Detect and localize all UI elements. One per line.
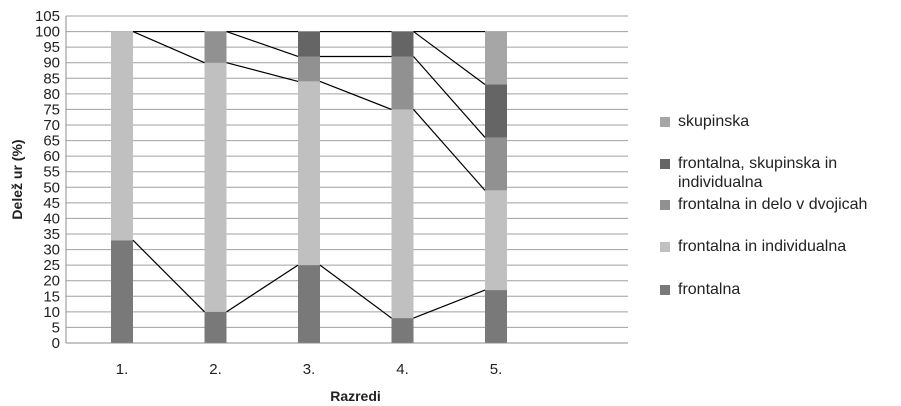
y-tick-label: 30: [43, 242, 60, 259]
gridlines: [66, 15, 628, 344]
legend-label: frontalna in delo v dvojicah: [678, 196, 868, 213]
y-tick-labels: 0510152025303540455055606570758085909510…: [35, 8, 60, 352]
bar-segment: [298, 56, 320, 82]
y-tick-label: 0: [52, 335, 60, 352]
x-tick-label: 1.: [116, 361, 129, 378]
series-line: [413, 109, 486, 191]
bar-segment: [111, 240, 133, 343]
y-tick-label: 105: [35, 8, 60, 25]
y-tick-label: 100: [35, 24, 60, 41]
bar-segment: [485, 31, 507, 85]
bars: [111, 31, 507, 343]
y-tick-label: 55: [43, 164, 60, 181]
y-tick-label: 20: [43, 273, 60, 290]
legend-label: frontalna: [678, 281, 741, 298]
bar-segment: [204, 311, 227, 343]
series-line: [319, 264, 392, 319]
series-line: [132, 239, 205, 313]
series-line: [413, 56, 486, 138]
y-tick-label: 10: [43, 304, 60, 321]
y-tick-label: 60: [43, 148, 60, 165]
x-tick-label: 4.: [396, 361, 409, 378]
x-tick-label: 2.: [209, 361, 222, 378]
bar-segment: [391, 109, 414, 319]
bar-segment: [391, 31, 414, 57]
legend-item-skupinska: skupinska: [660, 112, 901, 131]
y-tick-label: 5: [52, 319, 60, 336]
legend-item-frontalna-in-individualna: frontalna in individualna: [660, 237, 901, 256]
y-tick-label: 75: [43, 101, 60, 118]
bar-segment: [111, 31, 133, 241]
legend: skupinska frontalna, skupinska in indivi…: [652, 0, 901, 406]
legend-swatch: [660, 159, 670, 169]
x-tick-label: 3.: [303, 361, 316, 378]
legend-item-frontalna: frontalna: [660, 280, 901, 299]
bar-segment: [391, 318, 414, 343]
y-tick-label: 80: [43, 86, 60, 103]
series-line: [226, 264, 299, 313]
x-axis-title: Razredi: [330, 388, 381, 404]
bar-segment: [204, 31, 227, 63]
series-line: [413, 31, 486, 85]
legend-item-frontalna-in-delo-v-dvojicah: frontalna in delo v dvojicah: [660, 195, 901, 214]
y-tick-label: 45: [43, 195, 60, 212]
legend-item-frontalna-skupinska-in-individualna: frontalna, skupinska in individualna: [660, 154, 901, 192]
bar-segment: [298, 81, 320, 266]
x-tick-label: 5.: [490, 361, 503, 378]
legend-swatch: [660, 242, 670, 252]
stacked-bar-chart: 0510152025303540455055606570758085909510…: [9, 8, 628, 404]
y-tick-label: 95: [43, 39, 60, 56]
y-tick-label: 50: [43, 179, 60, 196]
bar-segment: [485, 190, 507, 291]
legend-swatch: [660, 200, 670, 210]
bar-segment: [298, 265, 320, 343]
legend-label: skupinska: [678, 113, 750, 130]
legend-label: frontalna, skupinska in individualna: [678, 155, 838, 191]
bar-segment: [391, 56, 414, 110]
bar-segment: [298, 31, 320, 57]
series-line: [226, 31, 299, 58]
legend-swatch: [660, 117, 670, 127]
legend-swatch: [660, 285, 670, 295]
series-line: [413, 289, 486, 319]
legend-label: frontalna in individualna: [678, 238, 847, 255]
x-tick-labels: 1. 2. 3. 4. 5.: [116, 361, 503, 378]
y-axis-title: Delež ur (%): [9, 139, 25, 219]
y-tick-label: 25: [43, 257, 60, 274]
y-tick-label: 85: [43, 70, 60, 87]
y-tick-label: 35: [43, 226, 60, 243]
bar-segment: [485, 137, 507, 191]
y-tick-label: 40: [43, 210, 60, 227]
series-line: [132, 31, 205, 64]
bar-segment: [204, 62, 227, 312]
y-tick-label: 70: [43, 117, 60, 134]
y-tick-label: 15: [43, 288, 60, 305]
series-line: [226, 62, 299, 82]
y-tick-label: 90: [43, 55, 60, 72]
bar-segment: [485, 84, 507, 138]
y-tick-label: 65: [43, 133, 60, 150]
bar-segment: [485, 290, 507, 343]
series-connector-lines: [132, 30, 486, 319]
series-line: [319, 80, 392, 110]
axes: [65, 16, 628, 344]
